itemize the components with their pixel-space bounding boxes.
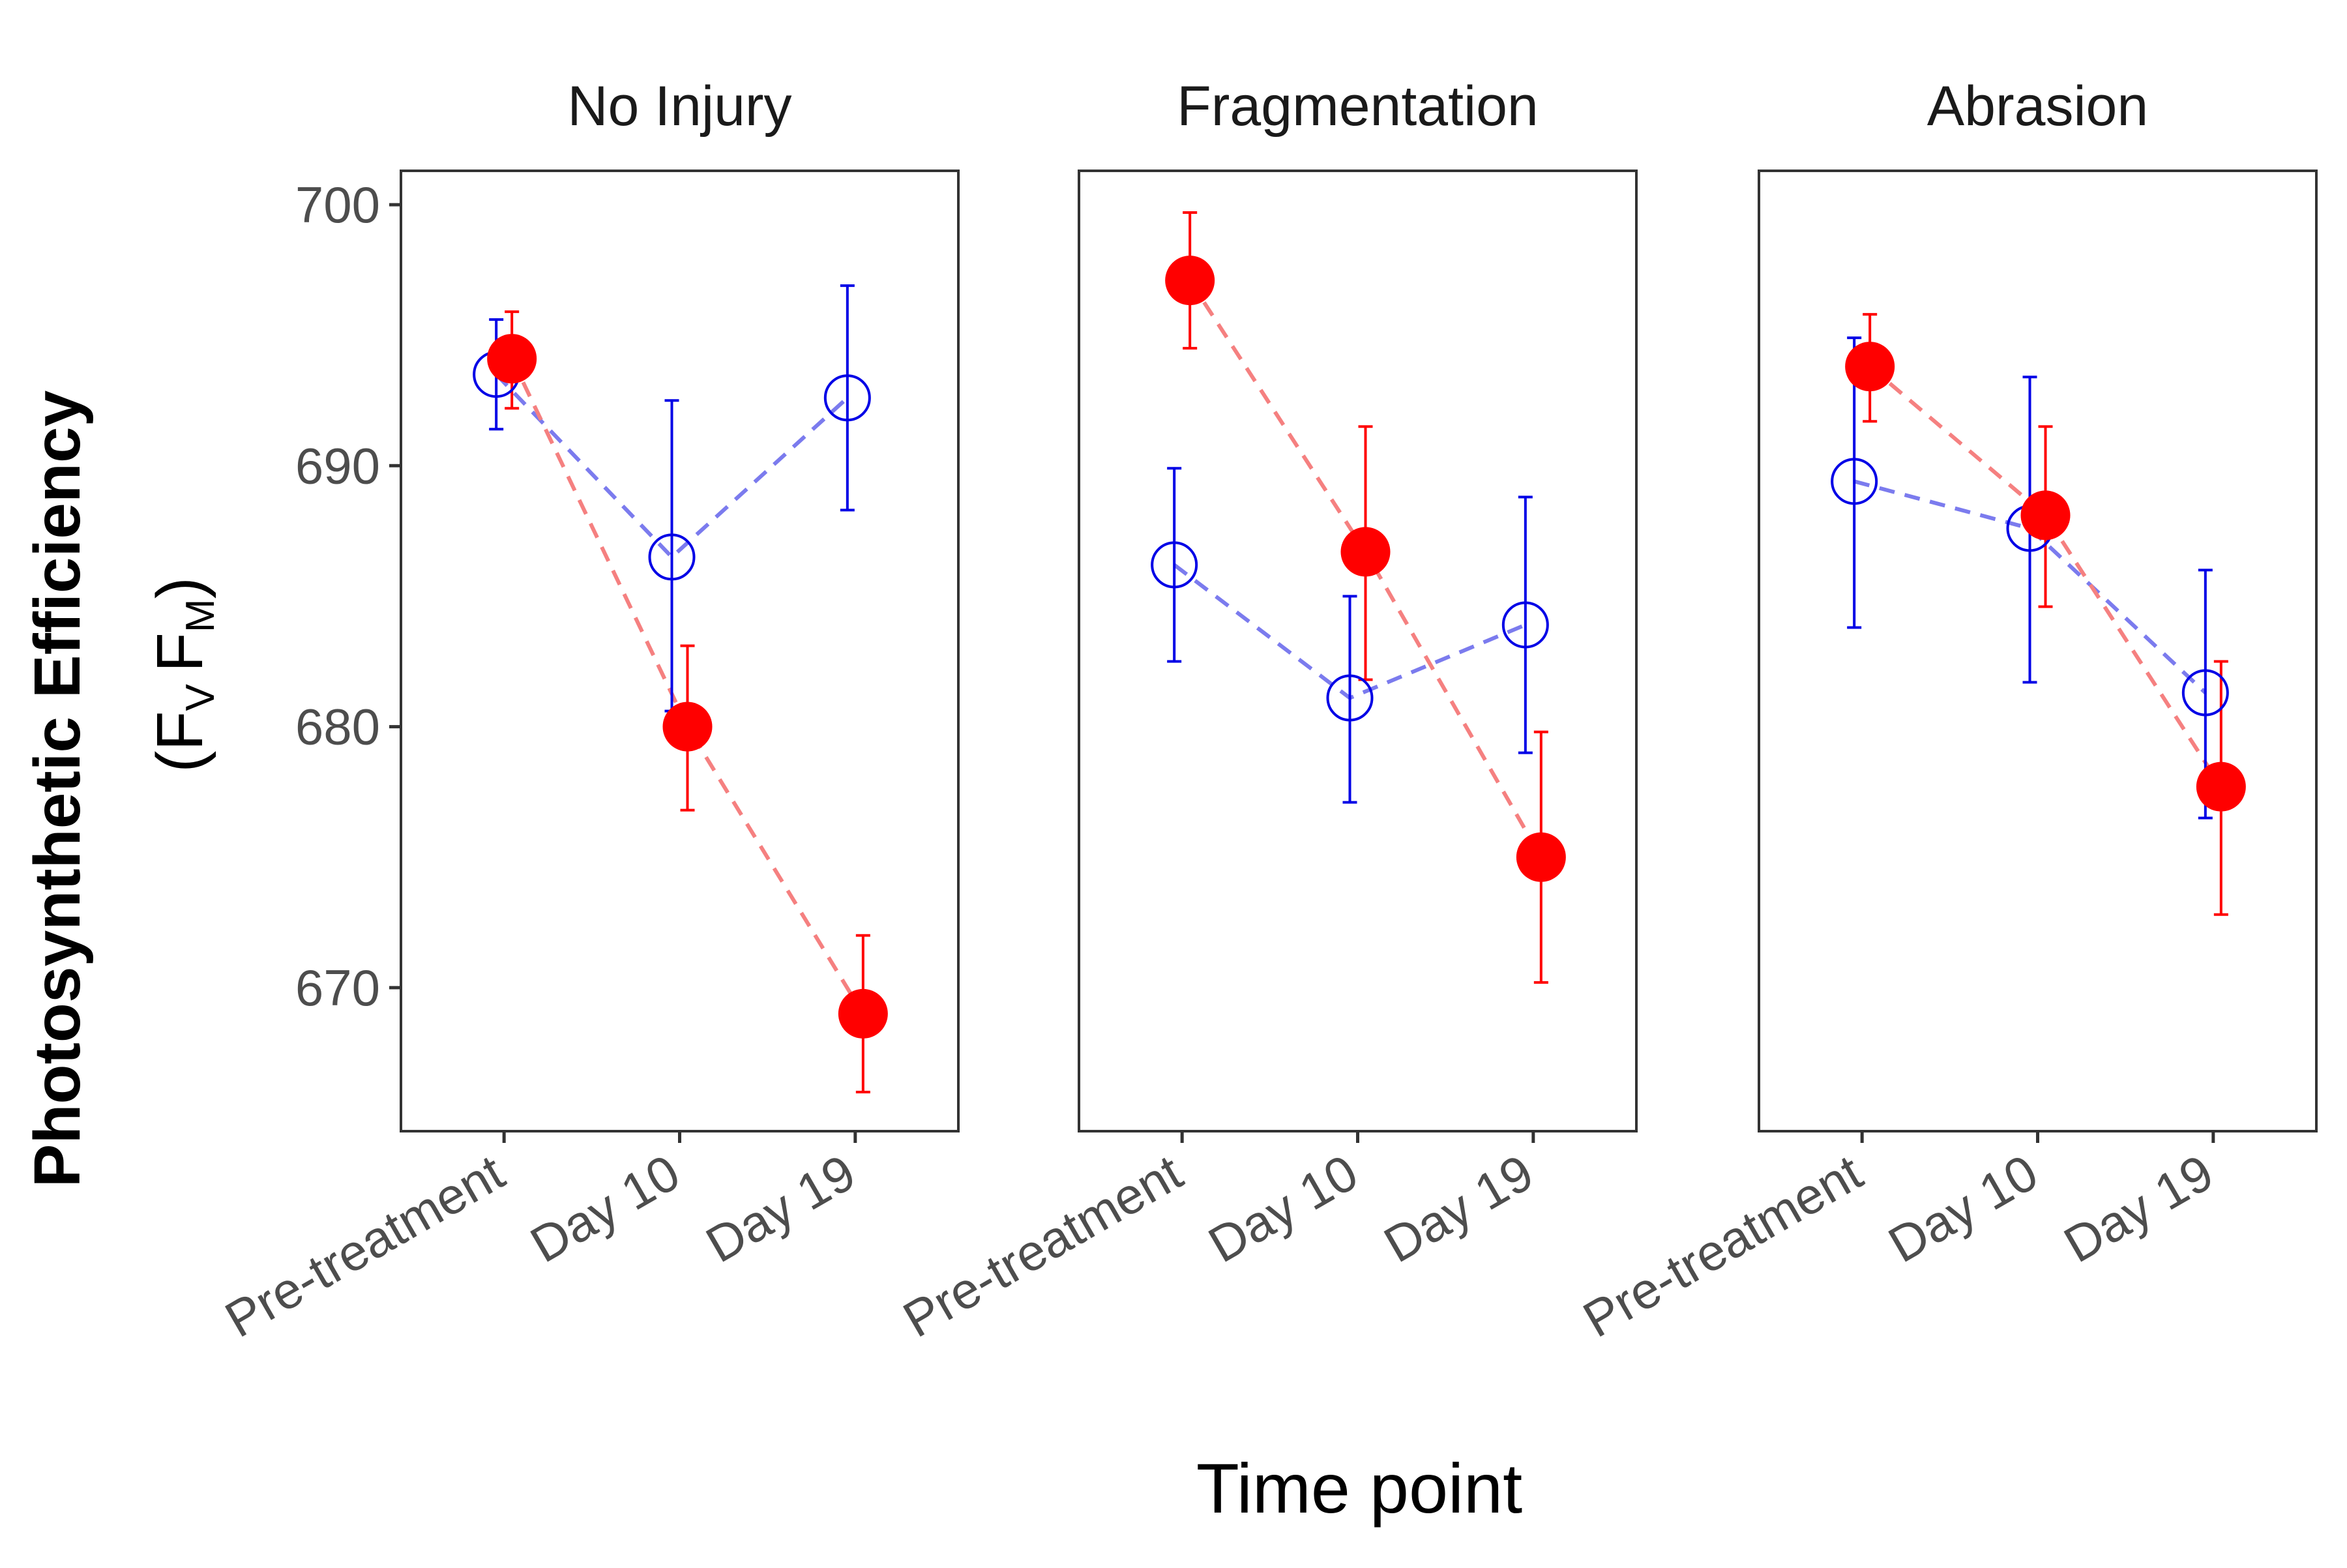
data-point-filled xyxy=(1845,342,1895,392)
data-point-open xyxy=(1831,458,1878,505)
data-point-open xyxy=(648,533,696,581)
y-sub-main-2: F xyxy=(143,632,216,672)
series-line-filled xyxy=(510,357,865,1015)
y-tick-label: 680 xyxy=(295,698,380,756)
y-tick-label: 700 xyxy=(295,176,380,233)
x-tick-label: Pre-treatment xyxy=(894,1143,1192,1348)
panel-frame xyxy=(400,170,960,1132)
y-axis-subtitle: (FVFM) xyxy=(143,577,223,773)
y-sub-close-paren: ) xyxy=(143,577,216,599)
data-point-open xyxy=(1151,541,1198,589)
x-tick-label: Day 10 xyxy=(1879,1144,2047,1274)
data-point-filled xyxy=(1516,832,1566,882)
x-axis-title: Time point xyxy=(1196,1449,1522,1528)
series-line-filled xyxy=(1868,364,2223,788)
y-axis-title: Photosynthetic Efficiency xyxy=(21,390,94,1187)
panel-frame xyxy=(1758,170,2318,1132)
data-point-filled xyxy=(662,702,713,752)
x-tick-label: Day 10 xyxy=(521,1144,689,1274)
panel-0: No Injury 670 680 690 700 Pre-treatment Day 10… xyxy=(216,75,960,1348)
y-axis-subtitle-group: (FVFM) xyxy=(143,577,223,773)
y-sub-subscript-2: M xyxy=(178,599,223,632)
panel-title: Abrasion xyxy=(1927,75,2148,138)
data-point-filled xyxy=(1165,256,1215,306)
y-sub-subscript-1: V xyxy=(178,684,223,711)
data-point-filled xyxy=(1340,527,1391,577)
data-point-open xyxy=(1326,674,1374,722)
data-point-open xyxy=(1501,601,1549,649)
panel-1: Fragmentation Pre-treatment Day 10 Day 19 xyxy=(894,75,1638,1348)
y-sub-open-paren: ( xyxy=(143,751,216,773)
y-tick-label: 670 xyxy=(295,959,380,1016)
x-tick-label: Day 10 xyxy=(1199,1144,1367,1274)
y-axis-title-group: Photosynthetic Efficiency xyxy=(21,390,94,1187)
y-sub-main-1: F xyxy=(143,711,216,751)
y-tick-label: 690 xyxy=(295,437,380,494)
data-point-open xyxy=(2181,669,2229,717)
series-line-open xyxy=(495,373,849,560)
data-point-filled xyxy=(487,334,537,384)
panel-title: No Injury xyxy=(567,75,791,138)
x-tick-label: Pre-treatment xyxy=(216,1143,514,1348)
panel-frame xyxy=(1078,170,1638,1132)
x-tick-label: Day 19 xyxy=(1374,1144,1543,1274)
data-point-filled xyxy=(838,988,888,1039)
x-tick-label: Day 19 xyxy=(696,1144,864,1274)
x-tick-label: Pre-treatment xyxy=(1574,1143,1872,1348)
series-line-open xyxy=(1853,479,2207,694)
data-point-open xyxy=(823,374,871,422)
data-point-filled xyxy=(2020,490,2071,540)
data-point-filled xyxy=(2196,762,2246,812)
x-tick-label: Day 19 xyxy=(2054,1144,2222,1274)
panel-title: Fragmentation xyxy=(1177,75,1539,138)
panel-2: Abrasion Pre-treatment Day 10 Day 19 xyxy=(1574,75,2318,1348)
